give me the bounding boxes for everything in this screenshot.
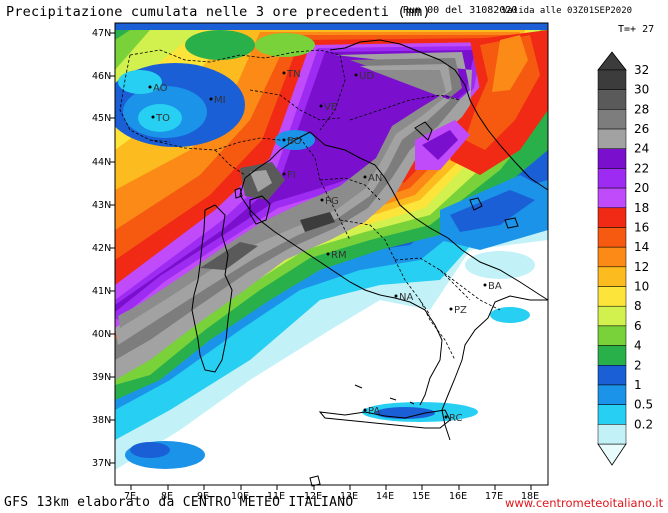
borders (119, 49, 501, 361)
city-label: TN (286, 69, 301, 80)
map-title: Precipitazione cumulata nelle 3 ore prec… (6, 4, 431, 20)
legend-level-label: 30 (634, 83, 649, 97)
lon-label: 11E (267, 491, 285, 502)
legend-level-label: 12 (634, 260, 649, 274)
legend-swatch (597, 404, 627, 425)
lat-label: 40N (92, 329, 111, 340)
lon-label: 13E (340, 491, 358, 502)
city-label: PA (368, 406, 380, 417)
lon-label: 18E (521, 491, 539, 502)
legend-level-label: 32 (634, 63, 649, 77)
legend-swatch (597, 246, 627, 268)
city-label: NA (399, 292, 413, 303)
legend-level-label: 2 (634, 358, 642, 372)
lon-label: 17E (485, 491, 503, 502)
city-label: FI (287, 170, 296, 181)
precipitation-legend: 32 30 28 26 24 22 20 18 16 14 12 10 8 6 4 2 1 0.5 0.2 (597, 51, 653, 466)
valid-time: Valida alle 03Z01SEP2020 (502, 6, 633, 16)
city-label: TO (155, 113, 170, 124)
legend-level-label: 22 (634, 161, 649, 175)
legend-swatch (597, 89, 627, 110)
legend-level-label: 6 (634, 319, 642, 333)
city-label: RC (449, 413, 462, 424)
legend-swatch (597, 187, 627, 209)
legend-swatch (597, 128, 627, 149)
legend-swatch (597, 207, 627, 228)
legend-level-label: 1 (634, 378, 642, 392)
coastlines (191, 39, 549, 487)
city-label: VE (324, 102, 337, 113)
legend-swatch (597, 345, 627, 366)
latitude-axis: 47N 46N 45N 44N 43N 42N 41N 40N 39N 38N … (92, 28, 115, 469)
legend-swatch (597, 325, 627, 346)
lat-label: 47N (92, 28, 111, 39)
legend-swatch (597, 227, 627, 248)
legend-swatch (597, 109, 627, 130)
legend-level-label: 20 (634, 181, 649, 195)
legend-level-label: 4 (634, 339, 642, 353)
lat-label: 45N (92, 113, 111, 124)
city-label: PZ (454, 305, 467, 316)
city-markers: AO MI TO TN UD VE BO FI PG AN RM NA BA P… (148, 69, 502, 424)
lon-label: 8E (161, 491, 173, 502)
lat-label: 39N (92, 372, 111, 383)
legend-level-label: 8 (634, 299, 642, 313)
forecast-step: T=+ 27 (618, 24, 655, 35)
lon-label: 15E (412, 491, 430, 502)
legend-level-label: 18 (634, 201, 649, 215)
city-label: PG (325, 196, 339, 207)
longitude-axis: 7E 8E 9E 10E 11E 12E 13E 14E 15E 16E 17E… (124, 485, 539, 502)
lon-label: 9E (197, 491, 209, 502)
lat-label: 37N (92, 458, 111, 469)
lon-label: 14E (376, 491, 394, 502)
legend-swatch (597, 365, 627, 386)
legend-level-label: 14 (634, 240, 649, 254)
legend-swatch (597, 384, 627, 405)
city-label: MI (214, 95, 226, 106)
city-label: BO (287, 136, 302, 147)
city-label: UD (359, 71, 374, 82)
legend-swatch (597, 266, 627, 287)
legend-level-label: 0.5 (634, 398, 653, 412)
map-frame (114, 22, 549, 486)
legend-level-label: 24 (634, 142, 649, 156)
lat-label: 42N (92, 243, 111, 254)
legend-level-label: 28 (634, 102, 649, 116)
legend-swatch (597, 69, 627, 90)
city-label: RM (331, 250, 347, 261)
city-label: AO (153, 83, 168, 94)
lat-label: 43N (92, 200, 111, 211)
run-info: Run 00 del 31082020 (403, 5, 518, 16)
city-label: BA (488, 281, 502, 292)
legend-swatch (597, 168, 627, 189)
legend-swatch (597, 305, 627, 327)
legend-level-label: 10 (634, 280, 649, 294)
map-field (115, 23, 548, 485)
lat-label: 46N (92, 71, 111, 82)
legend-swatch (597, 286, 627, 307)
legend-top-arrow (597, 51, 627, 71)
lat-label: 38N (92, 415, 111, 426)
legend-level-label: 16 (634, 220, 649, 234)
model-credit: GFS 13km elaborato da CENTRO METEO ITALI… (4, 495, 354, 510)
legend-swatch (597, 424, 627, 445)
lon-label: 12E (304, 491, 322, 502)
lat-label: 41N (92, 286, 111, 297)
legend-swatch (597, 148, 627, 169)
website-link[interactable]: www.centrometeoitaliano.it (505, 496, 664, 510)
lon-label: 10E (231, 491, 249, 502)
city-label: AN (368, 173, 382, 184)
lat-label: 44N (92, 157, 111, 168)
legend-level-label: 26 (634, 122, 649, 136)
legend-bottom-arrow (597, 443, 627, 466)
legend-level-label: 0.2 (634, 417, 653, 431)
lon-label: 16E (449, 491, 467, 502)
lon-label: 7E (124, 491, 136, 502)
